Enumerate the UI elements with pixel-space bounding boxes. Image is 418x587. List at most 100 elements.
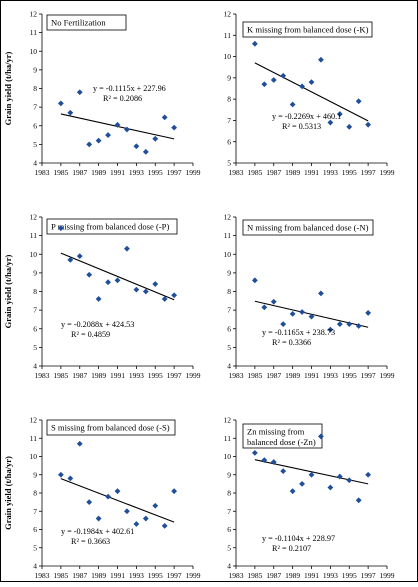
y-tick-label: 9 bbox=[227, 470, 231, 479]
trend-equation: y = -0.2088x + 424.53 bbox=[61, 320, 134, 329]
data-point bbox=[299, 309, 305, 315]
data-point bbox=[114, 488, 121, 495]
data-point bbox=[261, 304, 268, 311]
x-tick-label: 1987 bbox=[266, 371, 281, 380]
y-tick-label: 11 bbox=[224, 231, 231, 240]
data-point bbox=[318, 290, 324, 297]
y-tick-label: 10 bbox=[224, 52, 232, 61]
data-point bbox=[355, 323, 362, 329]
data-point bbox=[251, 40, 258, 47]
y-tick-label: 10 bbox=[30, 250, 38, 259]
y-tick-label: 10 bbox=[224, 250, 232, 259]
x-tick-label: 1985 bbox=[247, 571, 262, 580]
chart-panel-4: 4 5 6 7 8 9 10 11 12 1983 1985 1987 1989 1991 1993 1995… bbox=[224, 213, 395, 380]
y-axis-title: Grain yield (t/ha/yr) bbox=[3, 52, 13, 126]
chart-panel-1: 4 5 6 7 8 9 10 11 12 1983 1985 1987 1989 1991 1993 1995… bbox=[3, 10, 201, 177]
x-tick-label: 1985 bbox=[247, 168, 262, 177]
trend-r-squared: R² = 0.4859 bbox=[71, 330, 110, 339]
x-tick-label: 1983 bbox=[35, 168, 50, 177]
data-point bbox=[142, 288, 149, 295]
x-tick-label: 1989 bbox=[285, 571, 300, 580]
trend-equation: y = -0.2269x + 460.1 bbox=[272, 112, 341, 121]
data-point bbox=[124, 126, 130, 133]
panel-title: P missing from balanced dose (-P) bbox=[51, 222, 169, 232]
data-point bbox=[86, 499, 93, 506]
x-tick-label: 1991 bbox=[304, 168, 319, 177]
y-tick-label: 5 bbox=[227, 159, 231, 168]
data-point bbox=[67, 475, 74, 482]
x-tick-label: 1995 bbox=[342, 571, 357, 580]
x-tick-label: 1995 bbox=[148, 168, 163, 177]
x-tick-label: 1985 bbox=[53, 168, 68, 177]
y-tick-label: 4 bbox=[33, 159, 37, 168]
trendline bbox=[254, 62, 369, 122]
y-tick-label: 12 bbox=[30, 416, 38, 425]
y-tick-label: 8 bbox=[33, 287, 37, 296]
data-point bbox=[95, 296, 102, 302]
data-point bbox=[318, 433, 324, 440]
y-tick-label: 11 bbox=[30, 28, 37, 37]
data-point bbox=[346, 123, 353, 130]
data-point bbox=[318, 56, 324, 63]
x-tick-label: 1993 bbox=[129, 571, 144, 580]
data-point bbox=[365, 471, 372, 478]
data-point bbox=[355, 497, 362, 504]
data-point bbox=[95, 137, 102, 144]
x-tick-label: 1999 bbox=[186, 371, 201, 380]
x-tick-label: 1995 bbox=[342, 168, 357, 177]
x-tick-label: 1999 bbox=[186, 168, 201, 177]
data-point bbox=[270, 77, 277, 83]
data-point bbox=[346, 321, 353, 327]
x-tick-label: 1995 bbox=[148, 371, 163, 380]
data-point bbox=[171, 292, 178, 299]
y-tick-label: 12 bbox=[30, 10, 38, 19]
y-tick-label: 5 bbox=[227, 543, 231, 552]
x-tick-label: 1985 bbox=[53, 371, 68, 380]
x-tick-label: 1989 bbox=[91, 371, 106, 380]
x-tick-label: 1991 bbox=[110, 371, 125, 380]
x-tick-label: 1983 bbox=[35, 571, 50, 580]
y-tick-label: 5 bbox=[33, 543, 37, 552]
y-tick-label: 4 bbox=[33, 362, 37, 371]
x-tick-label: 1987 bbox=[266, 571, 281, 580]
y-tick-label: 8 bbox=[33, 84, 37, 93]
data-point bbox=[299, 83, 305, 90]
y-tick-label: 10 bbox=[224, 452, 232, 461]
y-tick-label: 5 bbox=[33, 343, 37, 352]
y-tick-label: 10 bbox=[30, 452, 38, 461]
data-point bbox=[105, 493, 111, 500]
x-tick-label: 1997 bbox=[167, 571, 182, 580]
trend-equation: y = -0.1104x + 228.97 bbox=[262, 534, 335, 543]
panel-title: K missing from balanced dose (-K) bbox=[247, 25, 369, 35]
x-tick-label: 1989 bbox=[91, 168, 106, 177]
panel-title: S missing from balanced dose (-S) bbox=[51, 423, 170, 433]
data-point bbox=[289, 310, 296, 317]
y-tick-label: 9 bbox=[33, 268, 37, 277]
data-point bbox=[355, 98, 362, 105]
y-tick-label: 4 bbox=[227, 362, 231, 371]
y-tick-label: 5 bbox=[33, 140, 37, 149]
x-tick-label: 1989 bbox=[91, 571, 106, 580]
data-point bbox=[289, 101, 296, 108]
y-tick-label: 7 bbox=[33, 103, 37, 112]
panel-title-box bbox=[46, 419, 176, 436]
panel-title: N missing from balanced dose (-N) bbox=[247, 223, 369, 233]
x-tick-label: 1999 bbox=[380, 571, 395, 580]
data-point bbox=[261, 457, 268, 464]
trend-equation: y = -0.1165x + 238.73 bbox=[262, 328, 335, 337]
data-point bbox=[124, 245, 130, 252]
x-tick-label: 1993 bbox=[323, 168, 338, 177]
x-tick-label: 1997 bbox=[361, 168, 376, 177]
data-point bbox=[308, 313, 315, 320]
panel-title: Zn missing from balanced dose (-Zn) bbox=[247, 427, 316, 448]
y-tick-label: 12 bbox=[224, 213, 232, 222]
x-tick-label: 1987 bbox=[72, 371, 87, 380]
y-tick-label: 6 bbox=[33, 525, 37, 534]
data-point bbox=[142, 148, 149, 155]
x-tick-label: 1997 bbox=[361, 571, 376, 580]
data-point bbox=[346, 477, 353, 484]
x-tick-label: 1999 bbox=[380, 168, 395, 177]
data-point bbox=[270, 459, 277, 465]
x-tick-label: 1997 bbox=[167, 371, 182, 380]
chart-panel-3: 4 5 6 7 8 9 10 11 12 1983 1985 1987 1989 1991 1993 1995… bbox=[3, 213, 201, 380]
